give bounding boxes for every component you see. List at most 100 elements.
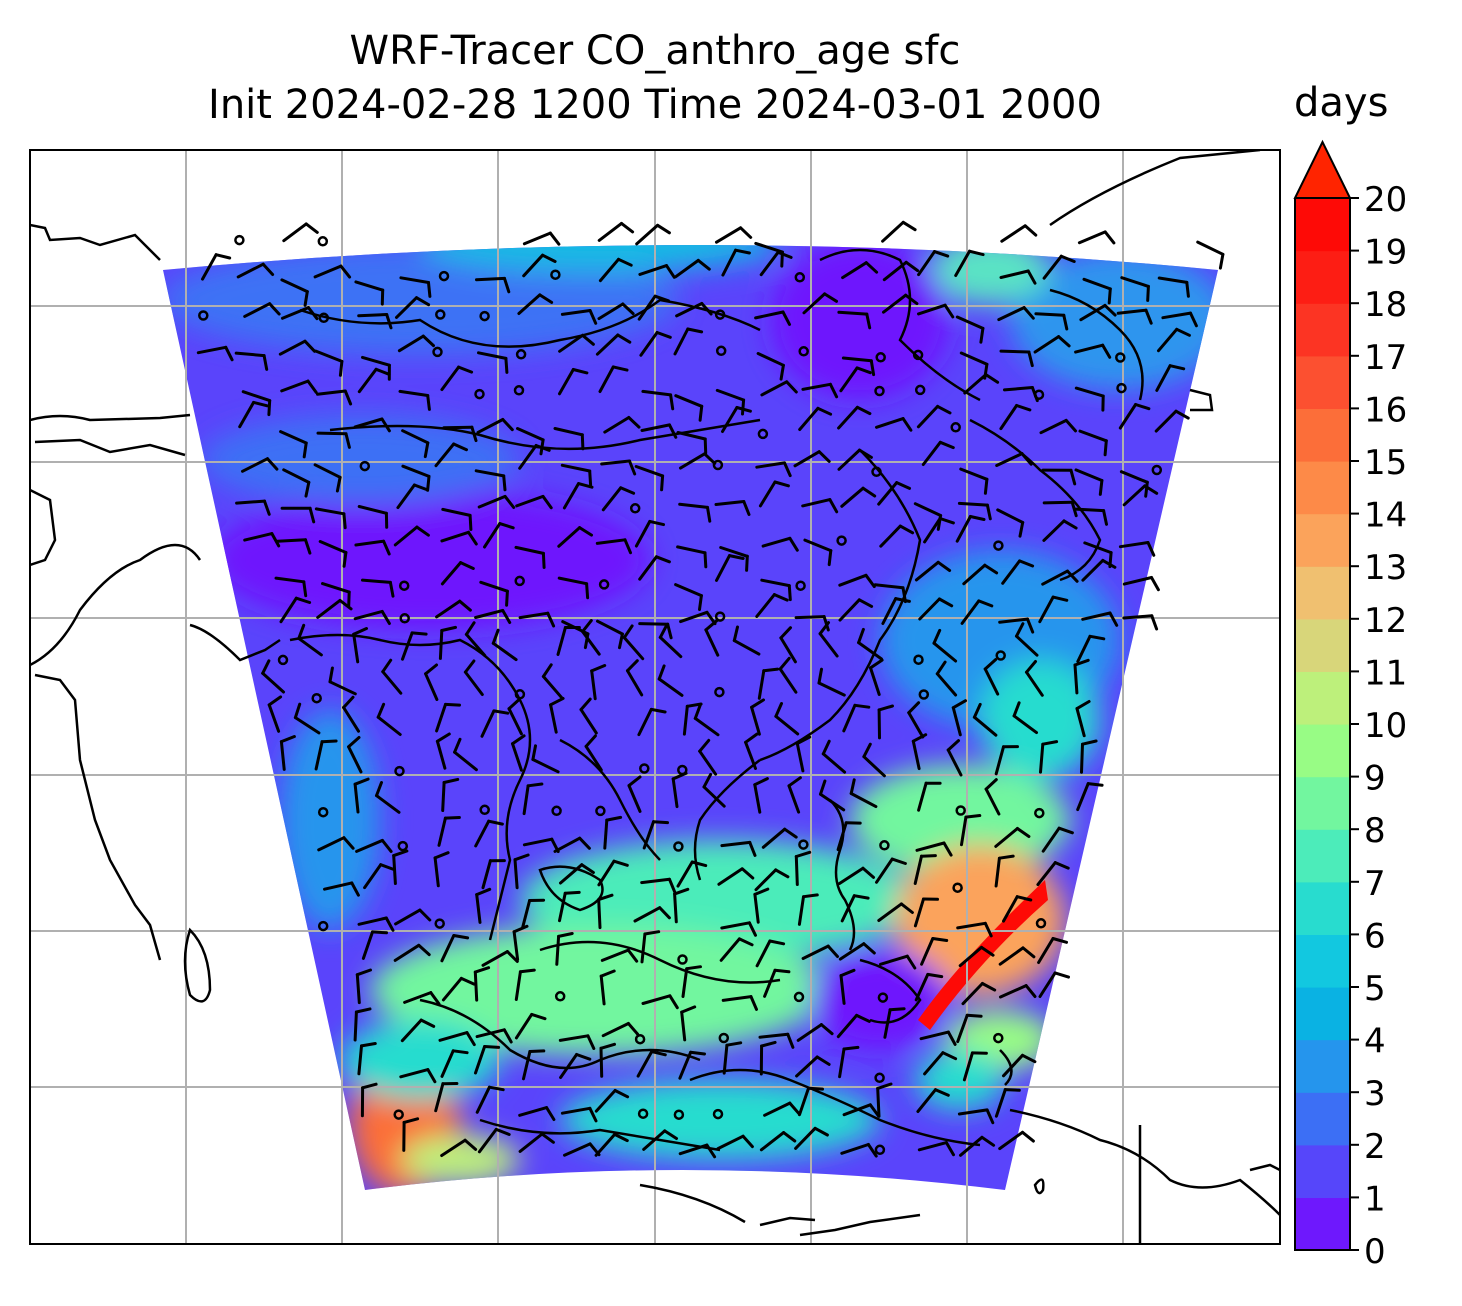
- wind-barb: [595, 333, 632, 356]
- wind-barb: [1074, 507, 1108, 526]
- wind-barb: [638, 622, 673, 640]
- wind-barb: [435, 702, 461, 733]
- calm-wind-marker: [1115, 352, 1126, 363]
- calm-wind-marker: [913, 654, 924, 665]
- calm-wind-marker: [1033, 389, 1045, 400]
- calm-wind-marker: [438, 270, 450, 282]
- colorbar-tick-label: 15: [1364, 443, 1407, 483]
- wind-barb: [956, 921, 993, 938]
- wind-barb: [842, 1103, 881, 1118]
- wind-barb: [819, 779, 846, 812]
- wind-barb: [357, 367, 391, 394]
- calm-wind-marker: [874, 1072, 885, 1084]
- wind-barb: [1038, 595, 1069, 624]
- wind-barb: [279, 735, 296, 771]
- calm-wind-marker: [798, 346, 809, 357]
- wind-barb: [678, 1050, 706, 1080]
- wind-barb: [962, 1051, 988, 1082]
- wind-barb: [353, 777, 370, 814]
- wind-barb: [1118, 541, 1156, 557]
- wind-barb: [678, 1143, 717, 1159]
- colorbar-label: days: [1294, 80, 1389, 126]
- wind-barb: [675, 302, 713, 318]
- wind-barb: [959, 1135, 996, 1157]
- calm-wind-marker: [637, 1108, 649, 1119]
- wind-barb: [1074, 468, 1104, 496]
- wind-barb: [238, 400, 269, 429]
- wind-barb: [1073, 658, 1090, 695]
- wind-barb: [314, 349, 344, 377]
- wind-barb: [1082, 277, 1112, 305]
- calm-wind-marker: [877, 992, 889, 1003]
- chart-title-line-1: WRF-Tracer CO_anthro_age sfc: [349, 28, 961, 74]
- wind-barb: [755, 593, 789, 618]
- wind-barb: [403, 991, 441, 1006]
- wind-barb: [994, 827, 1031, 848]
- wind-barb: [579, 697, 598, 735]
- calm-wind-marker: [714, 611, 726, 622]
- wind-barb: [753, 887, 770, 924]
- wind-barb: [515, 494, 553, 510]
- wind-barb: [958, 945, 995, 968]
- calm-wind-marker: [598, 579, 610, 590]
- colorbar-segment: [1295, 987, 1350, 1041]
- wind-barb: [956, 1013, 983, 1044]
- wind-barb: [1002, 895, 1033, 923]
- wind-barb: [719, 546, 749, 572]
- wind-barb: [838, 573, 876, 589]
- colorbar-segment: [1295, 250, 1350, 304]
- wind-barb: [641, 389, 675, 411]
- wind-barb: [597, 893, 614, 930]
- wind-barb: [1157, 276, 1190, 298]
- colorbar-segment: [1295, 776, 1350, 830]
- wind-barb: [521, 898, 546, 930]
- wind-barb: [267, 695, 283, 733]
- wind-barb: [994, 745, 1019, 776]
- wind-barb: [637, 294, 670, 321]
- wind-barb: [882, 260, 920, 282]
- calm-wind-marker: [435, 309, 446, 320]
- wind-barb: [994, 1088, 1021, 1118]
- wind-barb: [658, 623, 683, 659]
- colorbar-tick-label: 6: [1364, 916, 1386, 956]
- calm-wind-marker: [673, 841, 684, 852]
- wind-barb: [916, 1088, 950, 1113]
- wind-barb: [732, 625, 761, 656]
- wind-barb: [882, 293, 919, 314]
- wind-barb: [241, 390, 272, 417]
- wind-barb: [836, 821, 862, 852]
- wind-barb: [754, 868, 790, 892]
- colorbar-segment: [1295, 1092, 1350, 1146]
- wind-barb: [763, 1101, 801, 1117]
- wind-barb: [1080, 739, 1098, 774]
- wind-barb: [984, 778, 1001, 816]
- wind-barb: [357, 505, 389, 529]
- wind-barb: [435, 599, 472, 619]
- wind-barb: [698, 738, 718, 776]
- colorbar-segment: [1295, 1144, 1350, 1198]
- wind-barb: [1074, 386, 1105, 412]
- wind-barb: [721, 995, 758, 1011]
- wind-barb: [353, 1007, 372, 1042]
- wind-barb: [1000, 224, 1038, 243]
- wind-barb: [601, 486, 636, 512]
- wind-barb: [857, 627, 883, 661]
- wind-barb: [671, 771, 688, 809]
- wind-barb: [514, 1012, 547, 1040]
- calm-wind-marker: [595, 805, 606, 817]
- wind-barb: [517, 293, 554, 315]
- wind-barb: [869, 658, 884, 696]
- chart-title-line-2: Init 2024-02-28 1200 Time 2024-03-01 200…: [208, 82, 1102, 128]
- wind-barb: [376, 702, 402, 736]
- wind-barb: [935, 660, 958, 697]
- wind-barb: [438, 1031, 476, 1047]
- wind-barb: [720, 840, 757, 857]
- calm-wind-marker: [912, 349, 924, 361]
- colorbar-tick-label: 0: [1364, 1232, 1386, 1272]
- wind-barb: [923, 517, 955, 544]
- colorbar-tick-label: 8: [1364, 811, 1386, 851]
- wind-barb: [1015, 622, 1039, 657]
- wind-barb: [837, 310, 872, 330]
- wind-barb: [676, 860, 708, 888]
